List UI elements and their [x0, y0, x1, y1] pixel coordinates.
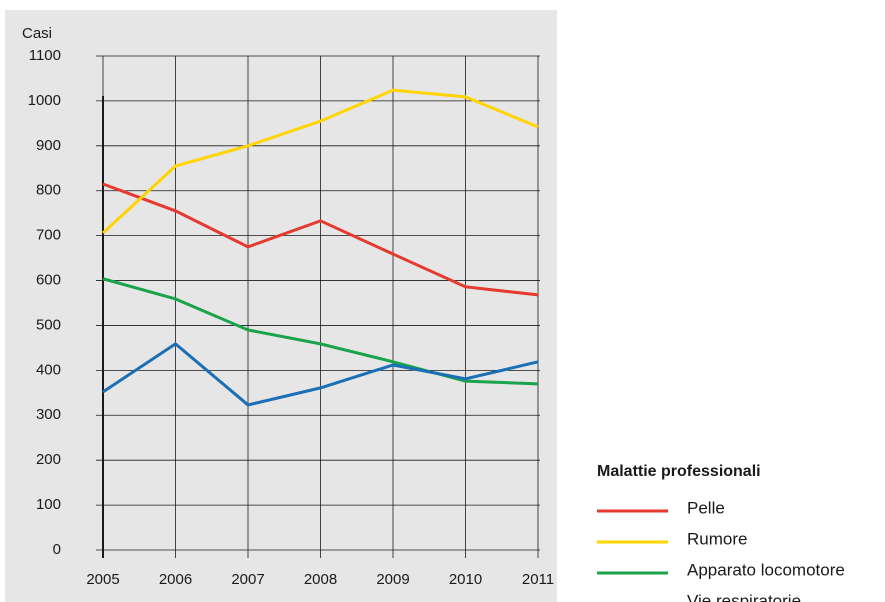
legend-label: Apparato locomotore [687, 560, 845, 579]
x-tick-label: 2005 [86, 571, 119, 588]
series-line [102, 341, 539, 407]
y-tick-label: 900 [36, 137, 61, 154]
x-tick-label: 2010 [449, 571, 482, 588]
y-tick-label: 0 [53, 541, 61, 558]
y-tick-label: 400 [36, 361, 61, 378]
series-line [101, 88, 539, 235]
y-tick-label: 800 [36, 182, 61, 199]
x-tick-label: 2006 [159, 571, 192, 588]
y-tick-label: 100 [36, 496, 61, 513]
x-tick-label: 2009 [376, 571, 409, 588]
y-axis-label: Casi [22, 25, 52, 42]
legend-label: Rumore [687, 529, 747, 548]
plot-panel [5, 10, 557, 602]
legend-title: Malattie professionali [597, 463, 761, 480]
series-line [102, 277, 539, 386]
y-tick-label: 300 [36, 406, 61, 423]
series-line [102, 182, 539, 297]
y-tick-label: 1000 [28, 92, 61, 109]
y-tick-label: 200 [36, 451, 61, 468]
x-tick-label: 2008 [304, 571, 337, 588]
y-tick-label: 1100 [29, 47, 61, 64]
legend-label: Vie respiratorie [687, 591, 801, 602]
x-tick-label: 2011 [522, 571, 554, 588]
y-tick-label: 500 [36, 316, 61, 333]
x-tick-label: 2007 [231, 571, 264, 588]
legend-label: Pelle [687, 498, 725, 517]
y-tick-label: 700 [36, 227, 61, 244]
y-tick-label: 600 [36, 272, 61, 289]
